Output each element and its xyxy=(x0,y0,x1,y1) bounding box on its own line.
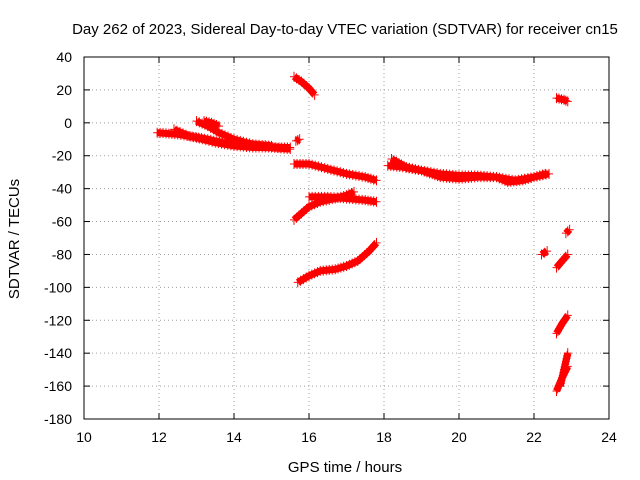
series-track-q xyxy=(552,310,572,339)
data-point xyxy=(558,370,567,381)
data-point xyxy=(556,378,565,389)
x-tick-label: 14 xyxy=(226,429,242,445)
data-point xyxy=(561,356,570,367)
data-point xyxy=(368,242,377,253)
series-line xyxy=(292,73,318,98)
chart-title: Day 262 of 2023, Sidereal Day-to-day VTE… xyxy=(72,21,618,38)
data-point xyxy=(561,359,570,370)
plot-frame xyxy=(83,56,610,420)
x-tick-label: 10 xyxy=(76,429,92,445)
axis-ticks xyxy=(83,56,610,420)
data-point xyxy=(563,348,572,359)
data-point xyxy=(366,244,375,255)
data-point xyxy=(565,224,574,235)
x-tick-label: 12 xyxy=(151,429,167,445)
data-point xyxy=(560,364,568,375)
series-track-g xyxy=(290,158,381,186)
data-point xyxy=(291,135,300,146)
data-point xyxy=(552,262,561,273)
data-point xyxy=(293,135,302,146)
series-track-d xyxy=(200,116,223,132)
y-axis-label: SDTVAR / TECUs xyxy=(6,179,23,299)
y-tick-label: 0 xyxy=(64,115,72,131)
data-point xyxy=(563,249,572,260)
data-point xyxy=(563,226,572,237)
x-tick-label: 20 xyxy=(451,429,467,445)
data-point xyxy=(541,168,550,179)
x-tick-label: 18 xyxy=(376,429,392,445)
data-point xyxy=(286,142,295,153)
data-point xyxy=(372,175,381,186)
series-track-i xyxy=(305,191,381,207)
series-track-p xyxy=(552,249,572,273)
data-point xyxy=(295,134,304,145)
data-point xyxy=(560,94,568,105)
data-point xyxy=(560,253,568,264)
y-tick-label: -20 xyxy=(52,148,72,164)
data-point xyxy=(305,83,313,94)
data-point xyxy=(560,361,569,372)
data-point xyxy=(563,96,572,107)
data-point xyxy=(556,381,565,392)
data-point xyxy=(556,321,565,332)
data-point xyxy=(561,251,570,262)
y-tick-label: -140 xyxy=(44,345,72,361)
series-track-f xyxy=(290,71,319,100)
series-track-j xyxy=(293,237,381,288)
x-axis-label: GPS time / hours xyxy=(288,459,402,476)
data-point xyxy=(561,313,570,324)
y-tick-label: -100 xyxy=(44,279,72,295)
data-point xyxy=(559,367,568,378)
data-point xyxy=(561,95,570,106)
data-point xyxy=(558,256,567,267)
data-point xyxy=(554,260,563,271)
data-point xyxy=(370,239,379,250)
y-tick-label: 20 xyxy=(56,82,72,98)
series-track-o xyxy=(537,246,552,260)
data-point xyxy=(563,310,572,321)
series-track-h xyxy=(290,186,358,225)
data-point xyxy=(306,85,315,96)
series-track-m xyxy=(552,93,572,107)
x-tick-labels: 10 12 14 16 18 20 22 24 xyxy=(76,429,617,445)
data-series xyxy=(153,71,574,397)
data-point xyxy=(560,315,568,326)
data-point xyxy=(563,350,572,361)
y-tick-label: -180 xyxy=(44,411,72,427)
data-point xyxy=(543,246,552,257)
data-point xyxy=(308,87,317,98)
y-tick-labels: 40 20 0 -20 -40 -60 -80 -100 -120 -140 -160 -180 xyxy=(44,49,72,427)
grid-lines xyxy=(84,57,609,419)
y-tick-label: -160 xyxy=(44,378,72,394)
data-point xyxy=(552,386,561,397)
y-tick-label: -80 xyxy=(52,246,72,262)
y-tick-label: -120 xyxy=(44,312,72,328)
data-point xyxy=(558,318,567,329)
data-point xyxy=(267,140,276,151)
data-point xyxy=(310,89,319,100)
y-tick-label: -60 xyxy=(52,214,72,230)
series-track-s xyxy=(556,348,572,392)
series-track-l xyxy=(387,154,550,188)
data-point xyxy=(562,353,571,364)
data-point xyxy=(372,237,381,248)
data-point xyxy=(557,375,566,386)
data-point xyxy=(215,121,223,132)
series-track-e xyxy=(291,134,304,146)
x-tick-label: 16 xyxy=(301,429,317,445)
x-tick-label: 24 xyxy=(601,429,617,445)
data-point xyxy=(556,258,565,269)
x-tick-label: 22 xyxy=(526,429,542,445)
y-tick-label: -40 xyxy=(52,181,72,197)
series-line xyxy=(296,240,380,286)
data-point xyxy=(558,372,567,383)
y-tick-label: 40 xyxy=(56,49,72,65)
data-point xyxy=(350,186,358,197)
data-point xyxy=(372,196,381,207)
data-point xyxy=(365,246,373,257)
series-track-n xyxy=(561,224,574,239)
